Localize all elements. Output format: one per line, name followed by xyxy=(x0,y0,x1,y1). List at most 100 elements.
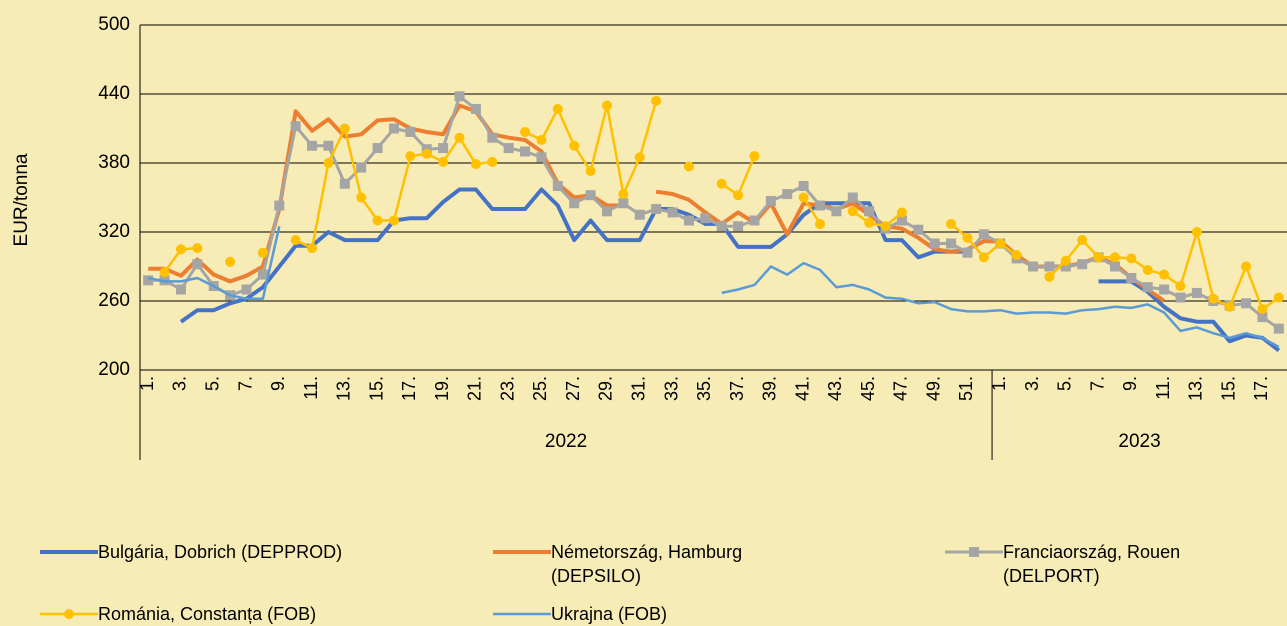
legend-item: Németország, Hamburg (DEPSILO) xyxy=(493,540,811,588)
data-point xyxy=(372,215,383,226)
data-point xyxy=(749,151,760,162)
data-point xyxy=(372,143,383,154)
x-tick-label: 51. xyxy=(956,376,976,401)
data-point xyxy=(618,198,629,209)
x-tick-label: 31. xyxy=(629,376,649,401)
series-line xyxy=(163,100,1280,311)
data-point xyxy=(815,200,826,211)
x-tick-label: 1. xyxy=(137,376,157,391)
data-point xyxy=(388,123,399,134)
data-point xyxy=(683,161,694,172)
data-point xyxy=(470,159,481,170)
x-tick-label: 9. xyxy=(1120,376,1140,391)
data-point xyxy=(634,152,645,163)
x-tick-label: 23. xyxy=(497,376,517,401)
data-point xyxy=(962,232,973,243)
data-point xyxy=(782,189,793,200)
data-point xyxy=(749,215,760,226)
x-tick-label: 43. xyxy=(825,376,845,401)
data-point xyxy=(143,275,154,286)
legend-marker xyxy=(969,547,979,557)
data-point xyxy=(1257,304,1268,315)
y-tick-label: 380 xyxy=(98,152,130,173)
data-point xyxy=(159,267,170,278)
legend-label: Ukrajna (FOB) xyxy=(551,604,668,624)
legend-marker xyxy=(64,609,74,619)
data-point xyxy=(1142,264,1153,275)
x-tick-label: 27. xyxy=(563,376,583,401)
x-tick-label: 5. xyxy=(1055,376,1075,391)
x-tick-label: 7. xyxy=(1087,376,1107,391)
data-point xyxy=(651,204,662,214)
series-line xyxy=(148,103,1166,303)
data-point xyxy=(405,126,416,137)
x-tick-label: 5. xyxy=(202,376,222,391)
x-tick-label: 3. xyxy=(170,376,190,391)
group-label: 2023 xyxy=(1118,431,1160,452)
x-tick-label: 39. xyxy=(760,376,780,401)
data-point xyxy=(651,95,662,106)
data-point xyxy=(1077,259,1088,270)
data-point xyxy=(896,215,907,226)
data-point xyxy=(536,135,547,145)
data-point xyxy=(1109,252,1120,263)
data-point xyxy=(438,143,449,154)
data-point xyxy=(896,207,907,218)
data-point xyxy=(487,156,498,167)
data-point xyxy=(503,143,514,154)
x-tick-label: 15. xyxy=(366,376,386,401)
x-tick-label: 33. xyxy=(661,376,681,401)
data-point xyxy=(1273,292,1284,303)
legend-label: Bulgária, Dobrich (DEPPROD) xyxy=(98,542,343,562)
data-point xyxy=(1208,293,1219,304)
data-point xyxy=(1126,273,1137,283)
data-point xyxy=(307,140,318,151)
data-point xyxy=(520,126,531,137)
data-point xyxy=(1159,284,1170,295)
data-point xyxy=(1241,298,1252,309)
data-point xyxy=(880,221,891,232)
data-point xyxy=(1028,261,1039,272)
data-point xyxy=(536,152,547,163)
x-tick-label: 15. xyxy=(1218,376,1238,401)
x-tick-label: 11. xyxy=(1153,376,1173,400)
x-tick-label: 17. xyxy=(1251,376,1271,401)
legend-swatch xyxy=(40,609,98,619)
data-point xyxy=(700,213,711,224)
data-point xyxy=(585,190,596,201)
data-point xyxy=(552,181,563,191)
x-tick-label: 3. xyxy=(1022,376,1042,391)
legend-item: Bulgária, Dobrich (DEPPROD) xyxy=(40,540,358,564)
data-point xyxy=(733,190,744,201)
data-point xyxy=(913,224,924,235)
data-point xyxy=(438,156,449,167)
data-point xyxy=(1257,312,1268,323)
data-point xyxy=(421,148,432,159)
data-point xyxy=(290,121,301,132)
data-point xyxy=(569,198,580,209)
data-point xyxy=(241,284,252,295)
legend-item: Ukrajna (FOB) xyxy=(493,602,811,626)
x-tick-label: 21. xyxy=(465,376,485,401)
data-point xyxy=(683,215,694,226)
data-point xyxy=(339,123,350,134)
x-tick-label: 37. xyxy=(727,376,747,401)
series-line xyxy=(147,226,1280,349)
data-point xyxy=(257,247,268,258)
x-tick-label: 29. xyxy=(596,376,616,401)
data-point xyxy=(192,259,203,270)
x-tick-label: 41. xyxy=(792,376,812,401)
data-point xyxy=(831,206,842,217)
data-point xyxy=(1077,235,1088,246)
y-tick-label: 500 xyxy=(98,14,130,35)
x-tick-label: 47. xyxy=(891,376,911,401)
x-tick-label: 9. xyxy=(268,376,288,391)
data-point xyxy=(667,207,678,218)
data-point xyxy=(733,221,744,232)
legend-label: Németország, Hamburg (DEPSILO) xyxy=(551,542,743,586)
x-tick-label: 19. xyxy=(432,376,452,401)
data-point xyxy=(798,192,809,203)
y-tick-label: 260 xyxy=(98,290,130,311)
data-point xyxy=(1175,281,1186,292)
